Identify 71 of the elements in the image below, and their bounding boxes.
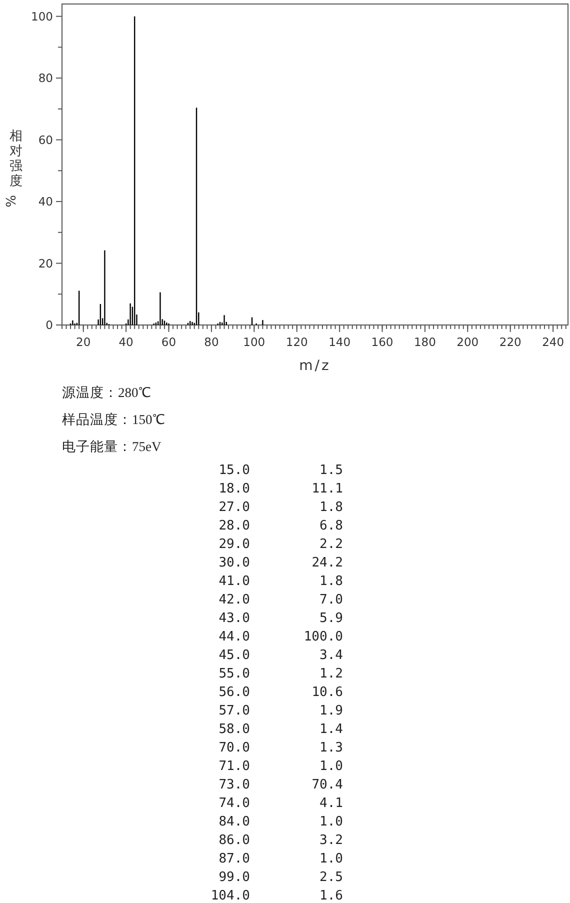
data-label: 1.0 <box>320 852 343 866</box>
data-label: 1.5 <box>320 463 343 478</box>
x-tick-label: 120 <box>286 335 308 349</box>
data-label: 1.8 <box>320 500 343 515</box>
category-label: 57.0 <box>218 704 250 718</box>
category-label: 73.0 <box>218 778 250 792</box>
category-label: 58.0 <box>218 722 250 737</box>
text: 源温度：280℃ <box>62 385 152 400</box>
data-label: 11.1 <box>312 482 343 496</box>
data-label: 10.6 <box>312 685 343 700</box>
category-label: 84.0 <box>218 814 250 830</box>
category-label: 74.0 <box>218 796 250 811</box>
data-label: 1.4 <box>320 722 344 737</box>
y-tick-label: 20 <box>38 256 53 270</box>
category-label: 70.0 <box>218 740 250 756</box>
data-label: 2.5 <box>320 870 343 885</box>
data-label: 1.2 <box>320 666 343 682</box>
category-label: 28.0 <box>218 518 250 534</box>
category-label: 43.0 <box>218 611 250 626</box>
category-label: 44.0 <box>218 630 250 644</box>
x-tick-label: 80 <box>204 335 219 349</box>
y-tick-label: 80 <box>38 71 53 86</box>
data-label: 2.2 <box>320 537 343 552</box>
category-label: 30.0 <box>218 556 250 570</box>
category-label: 86.0 <box>218 833 250 848</box>
data-label: 5.9 <box>320 611 343 626</box>
x-axis-title: m/z <box>299 358 331 374</box>
category-label: 104.0 <box>210 888 250 903</box>
category-label: 29.0 <box>218 537 250 552</box>
y-tick-label: 0 <box>46 318 53 332</box>
data-label: 1.3 <box>320 740 343 756</box>
x-tick-label: 60 <box>161 335 176 349</box>
data-label: 1.8 <box>320 574 343 589</box>
data-label: 1.9 <box>320 704 343 718</box>
x-tick-label: 140 <box>328 335 351 349</box>
data-label: 70.4 <box>312 778 344 792</box>
x-tick-label: 20 <box>76 335 91 349</box>
category-label: 15.0 <box>218 463 250 478</box>
text: 样品温度：150℃ <box>62 412 166 427</box>
category-label: 55.0 <box>218 666 250 682</box>
y-tick-label: 100 <box>31 9 53 24</box>
x-tick-label: 100 <box>243 335 266 349</box>
text: 电子能量：75eV <box>62 439 162 454</box>
category-label: 18.0 <box>218 482 250 496</box>
y-axis-title: 相对强度% <box>2 129 22 208</box>
x-tick-label: 220 <box>499 335 522 349</box>
data-label: 1.0 <box>320 814 343 830</box>
data-label: 3.4 <box>320 648 344 663</box>
data-label: 6.8 <box>320 518 343 534</box>
category-label: 56.0 <box>218 685 250 700</box>
category-label: 45.0 <box>218 648 250 663</box>
data-label: 24.2 <box>312 556 343 570</box>
data-label: 4.1 <box>320 796 343 811</box>
category-label: 42.0 <box>218 592 250 608</box>
y-tick-label: 60 <box>38 132 53 147</box>
category-label: 27.0 <box>218 500 250 515</box>
category-label: 87.0 <box>218 852 250 866</box>
data-label: 1.0 <box>320 759 343 774</box>
x-tick-label: 240 <box>542 335 564 349</box>
data-label: 7.0 <box>320 592 343 608</box>
data-label: 100.0 <box>304 630 343 644</box>
category-label: 71.0 <box>218 759 250 774</box>
category-label: 99.0 <box>218 870 250 885</box>
x-tick-label: 200 <box>456 335 479 349</box>
x-tick-label: 180 <box>414 335 436 349</box>
category-label: 41.0 <box>218 574 250 589</box>
data-label: 3.2 <box>320 833 343 848</box>
data-label: 1.6 <box>320 888 343 903</box>
x-tick-label: 40 <box>118 335 134 349</box>
y-tick-label: 40 <box>38 194 53 209</box>
x-tick-label: 160 <box>371 335 394 349</box>
